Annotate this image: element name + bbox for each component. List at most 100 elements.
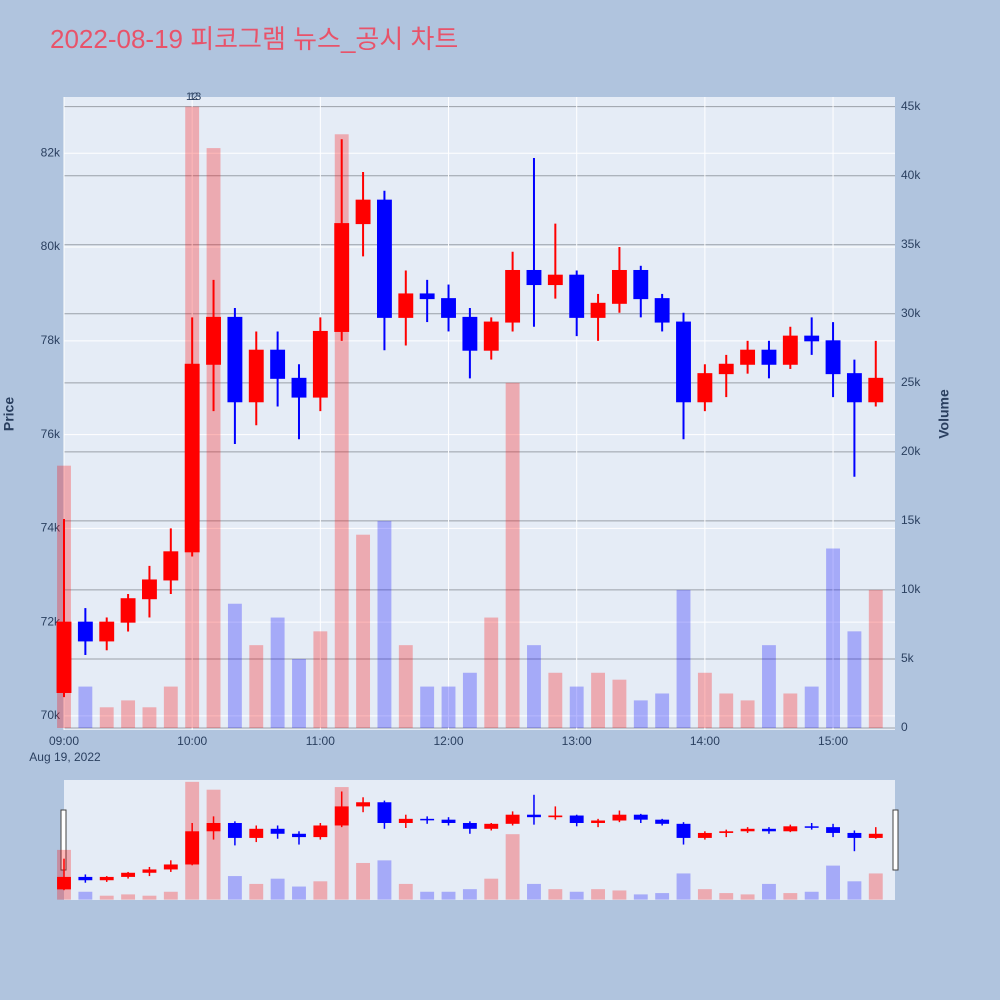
candle-body: [334, 223, 350, 332]
y2-tick-label: 30k: [901, 306, 921, 320]
slider-volume-bar: [377, 860, 392, 900]
candle-body: [441, 298, 456, 318]
volume-bar: [121, 700, 136, 728]
slider-volume-bar: [505, 834, 520, 900]
volume-bar: [292, 658, 306, 728]
slider-candle-body: [121, 872, 136, 877]
x-tick-label: 13:00: [562, 734, 592, 748]
annotation: 12: [186, 91, 198, 103]
plot-area: [64, 97, 895, 730]
candle-body: [654, 298, 670, 323]
candle-body: [376, 199, 392, 318]
annotation: 13: [189, 91, 201, 103]
volume-bar: [548, 672, 563, 728]
y2-tick-label: 25k: [901, 375, 921, 389]
x-date-label: Aug 19, 2022: [29, 750, 101, 764]
candle-body: [633, 269, 649, 300]
slider-candle-body: [697, 832, 712, 838]
slider-volume-bar: [740, 894, 755, 900]
slider-candle-body: [206, 822, 221, 832]
candle-body: [163, 551, 179, 581]
volume-bar: [826, 548, 840, 728]
slider-volume-bar: [462, 889, 477, 900]
slider-candle-body: [313, 825, 328, 838]
slider-candle-body: [826, 827, 840, 833]
y-tick-label: 82k: [41, 145, 61, 159]
slider-candle-body: [270, 828, 285, 834]
candle-body: [740, 349, 756, 365]
volume-bar: [484, 617, 499, 728]
volume-bar: [99, 707, 114, 728]
volume-bar: [804, 686, 819, 728]
slider-candle-body: [142, 869, 157, 873]
volume-bar: [249, 645, 264, 728]
volume-bar: [441, 686, 456, 728]
slider-handle[interactable]: [892, 809, 899, 871]
volume-bar: [719, 693, 734, 728]
slider-candle-body: [633, 814, 648, 820]
candle-body: [291, 377, 307, 398]
y-tick-label: 80k: [41, 239, 61, 253]
slider-candle-body: [292, 833, 306, 838]
slider-volume-bar: [484, 878, 499, 900]
y2-axis-title: Volume: [936, 389, 952, 439]
volume-bar: [420, 686, 435, 728]
slider-volume-bar: [270, 878, 285, 900]
candle-body: [270, 349, 286, 379]
candle-body: [505, 269, 521, 323]
candle-body: [804, 335, 820, 342]
slider-candle-body: [462, 822, 477, 829]
slider-candle-body: [227, 822, 242, 838]
volume-bar: [462, 672, 477, 728]
candle-body: [120, 598, 136, 623]
volume-bar: [762, 645, 776, 728]
volume-bar: [78, 686, 93, 728]
slider-candle-body: [527, 814, 541, 818]
volume-bar: [398, 645, 413, 728]
slider-volume-bar: [206, 789, 221, 900]
candle-body: [184, 363, 200, 553]
slider-volume-bar: [121, 894, 136, 900]
candle-body: [569, 274, 585, 318]
y2-tick-label: 40k: [901, 168, 921, 182]
candle-body: [547, 274, 563, 286]
x-tick-label: 14:00: [690, 734, 720, 748]
candle-body: [462, 316, 478, 351]
slider-candle-body: [676, 823, 691, 838]
slider-candle-body: [719, 831, 734, 833]
slider-candle-body: [356, 802, 371, 807]
slider-volume-bar: [655, 893, 670, 900]
range-slider[interactable]: [64, 780, 895, 900]
candle-body: [56, 621, 72, 693]
candle-body: [355, 199, 371, 225]
y2-tick-label: 20k: [901, 444, 921, 458]
slider-candle-body: [548, 815, 563, 818]
volume-bar: [227, 603, 242, 728]
slider-candle-body: [99, 876, 114, 881]
x-tick-label: 12:00: [434, 734, 464, 748]
slider-volume-bar: [163, 891, 178, 900]
volume-bar: [783, 693, 798, 728]
volume-bar: [591, 672, 606, 728]
slider-volume-bar: [527, 883, 541, 900]
slider-candle-body: [377, 802, 392, 823]
volume-bar: [697, 672, 712, 728]
slider-candle-body: [249, 828, 264, 838]
candle-body: [142, 579, 157, 600]
candle-body: [697, 373, 713, 403]
y2-tick-label: 5k: [901, 651, 915, 665]
slider-volume-bar: [804, 891, 819, 900]
candle-body: [77, 621, 93, 642]
slider-volume-bar: [697, 889, 712, 900]
slider-volume-bar: [227, 876, 242, 900]
volume-bar: [569, 686, 584, 728]
y2-tick-label: 10k: [901, 582, 921, 596]
slider-candle-body: [783, 826, 798, 832]
slider-candle-body: [78, 876, 93, 881]
slider-volume-bar: [313, 881, 328, 900]
chart-title: 2022-08-19 피코그램 뉴스_공시 차트: [50, 24, 458, 54]
slider-volume-bar: [847, 881, 862, 900]
y-tick-label: 72k: [41, 614, 61, 628]
candle-body: [611, 269, 627, 304]
y-tick-label: 74k: [41, 521, 61, 535]
